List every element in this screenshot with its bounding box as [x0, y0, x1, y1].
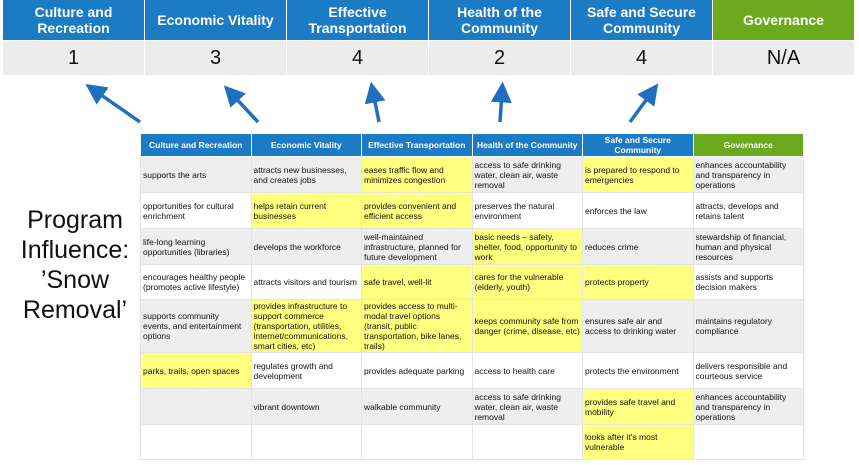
table-cell: enhances accountability and transparency… — [692, 156, 804, 193]
table-cell: life-long learning opportunities (librar… — [140, 228, 252, 265]
table-cell: assists and supports decision makers — [692, 264, 804, 300]
table-header: Governance — [692, 133, 804, 157]
category-header: Safe and Secure Community — [571, 0, 713, 40]
table-cell: stewardship of financial, human and phys… — [692, 228, 804, 265]
table-cell: provides infrastructure to support comme… — [250, 299, 362, 353]
table-cell — [361, 424, 473, 460]
table-cell: maintains regulatory compliance — [692, 299, 804, 353]
table-cell: enhances accountability and transparency… — [692, 388, 804, 425]
table-cell: develops the workforce — [250, 228, 362, 265]
table-cell: ensures safe air and access to drinking … — [582, 299, 694, 353]
table-cell: provides adequate parking — [361, 352, 473, 389]
table-cell: cares for the vulnerable (elderly, youth… — [471, 264, 583, 300]
table-cell: basic needs – safety, shelter, food, opp… — [471, 228, 583, 265]
program-influence-label: Program Influence: ’Snow Removal’ — [20, 206, 130, 324]
table-cell: vibrant downtown — [250, 388, 362, 425]
table-cell: protects the environment — [582, 352, 694, 389]
category-header: Health of the Community — [429, 0, 571, 40]
table-cell: access to health care — [471, 352, 583, 389]
influence-table: Culture and Recreation Economic Vitality E… — [140, 133, 804, 460]
table-cell: attracts new businesses, and creates job… — [250, 156, 362, 193]
table-row: supports community events, and entertain… — [140, 299, 804, 353]
table-cell: parks, trails, open spaces — [140, 352, 252, 389]
table-cell: provides safe travel and mobility — [582, 388, 694, 425]
table-cell: walkable community — [361, 388, 473, 425]
table-cell: supports the arts — [140, 156, 252, 193]
table-cell — [692, 424, 804, 460]
category-score: 2 — [429, 40, 571, 75]
table-cell: provides convenient and efficient access — [361, 192, 473, 229]
table-row: supports the arts attracts new businesses… — [140, 156, 804, 193]
table-header: Safe and Secure Community — [582, 133, 694, 157]
table-cell: keeps community safe from danger (crime,… — [471, 299, 583, 353]
table-cell — [250, 424, 362, 460]
table-cell: helps retain current businesses — [250, 192, 362, 229]
table-cell: protects property — [582, 264, 694, 300]
table-cell: attracts, develops and retains talent — [692, 192, 804, 229]
table-cell: enforces the law — [582, 192, 694, 229]
table-cell: looks after it's most vulnerable — [582, 424, 694, 460]
table-row: vibrant downtown walkable community access… — [140, 388, 804, 425]
table-cell — [471, 424, 583, 460]
table-cell: supports community events, and entertain… — [140, 299, 252, 353]
table-header: Health of the Community — [471, 133, 583, 157]
table-cell: attracts visitors and tourism — [250, 264, 362, 300]
table-cell: eases traffic flow and minimizes congest… — [361, 156, 473, 193]
arrow-icon — [628, 83, 659, 124]
category-header: Effective Transportation — [287, 0, 429, 40]
table-cell: opportunities for cultural enrichment — [140, 192, 252, 229]
table-cell — [140, 388, 252, 425]
table-cell: reduces crime — [582, 228, 694, 265]
table-cell: preserves the natural environment — [471, 192, 583, 229]
table-cell: access to safe drinking water, clean air… — [471, 156, 583, 193]
arrow-icon — [85, 84, 141, 124]
score-header: Culture and Recreation Economic Vitality E… — [3, 0, 855, 75]
table-row: opportunities for cultural enrichment hel… — [140, 192, 804, 229]
table-row: parks, trails, open spaces regulates grow… — [140, 352, 804, 389]
arrow-icon — [364, 81, 386, 123]
category-score: 1 — [3, 40, 145, 75]
category-score: 4 — [571, 40, 713, 75]
table-cell — [140, 424, 252, 460]
table-header: Culture and Recreation — [140, 133, 252, 157]
table-header: Effective Transportation — [361, 133, 473, 157]
arrow-icon — [223, 85, 260, 124]
table-cell: provides access to multi-modal travel op… — [361, 299, 473, 353]
category-header: Culture and Recreation — [3, 0, 145, 40]
category-header: Economic Vitality — [145, 0, 287, 40]
table-cell: delivers responsible and courteous servi… — [692, 352, 804, 389]
table-row: looks after it's most vulnerable — [140, 424, 804, 460]
category-score: 3 — [145, 40, 287, 75]
arrow-icon — [490, 81, 512, 123]
category-header: Governance — [713, 0, 855, 40]
category-score: N/A — [713, 40, 855, 75]
table-cell: well-maintained infrastructure, planned … — [361, 228, 473, 265]
table-row: life-long learning opportunities (librar… — [140, 228, 804, 265]
arrows — [85, 81, 659, 124]
table-cell: is prepared to respond to emergencies — [582, 156, 694, 193]
table-header: Economic Vitality — [250, 133, 362, 157]
category-score: 4 — [287, 40, 429, 75]
table-cell: encourages healthy people (promotes acti… — [140, 264, 252, 300]
table-cell: safe travel, well-lit — [361, 264, 473, 300]
table-cell: access to safe drinking water, clean air… — [471, 388, 583, 425]
table-row: encourages healthy people (promotes acti… — [140, 264, 804, 300]
table-cell: regulates growth and development — [250, 352, 362, 389]
